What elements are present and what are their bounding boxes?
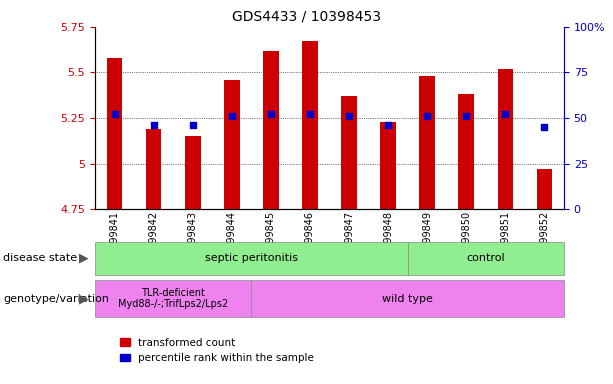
Bar: [419, 76, 435, 209]
Point: [266, 111, 276, 118]
Bar: [380, 122, 396, 209]
Text: control: control: [466, 253, 505, 263]
Bar: [146, 129, 161, 209]
Text: genotype/variation: genotype/variation: [3, 293, 109, 304]
Point: [188, 122, 197, 129]
Point: [227, 113, 237, 119]
Point: [344, 113, 354, 119]
Point: [539, 124, 549, 130]
Text: ▶: ▶: [79, 292, 89, 305]
Bar: [536, 169, 552, 209]
Text: wild type: wild type: [383, 293, 433, 304]
Bar: [498, 69, 513, 209]
Bar: [341, 96, 357, 209]
Point: [149, 122, 159, 129]
Bar: [263, 51, 279, 209]
Bar: [107, 58, 123, 209]
Text: TLR-deficient
Myd88-/-;TrifLps2/Lps2: TLR-deficient Myd88-/-;TrifLps2/Lps2: [118, 288, 228, 310]
Text: GDS4433 / 10398453: GDS4433 / 10398453: [232, 10, 381, 23]
Bar: [302, 41, 318, 209]
Bar: [459, 94, 474, 209]
Bar: [224, 80, 240, 209]
Point: [500, 111, 510, 118]
Point: [305, 111, 315, 118]
Text: septic peritonitis: septic peritonitis: [205, 253, 298, 263]
Point: [110, 111, 120, 118]
Bar: [185, 136, 200, 209]
Text: disease state: disease state: [3, 253, 77, 263]
Text: ▶: ▶: [79, 252, 89, 265]
Point: [422, 113, 432, 119]
Point: [383, 122, 393, 129]
Point: [462, 113, 471, 119]
Legend: transformed count, percentile rank within the sample: transformed count, percentile rank withi…: [115, 334, 319, 367]
